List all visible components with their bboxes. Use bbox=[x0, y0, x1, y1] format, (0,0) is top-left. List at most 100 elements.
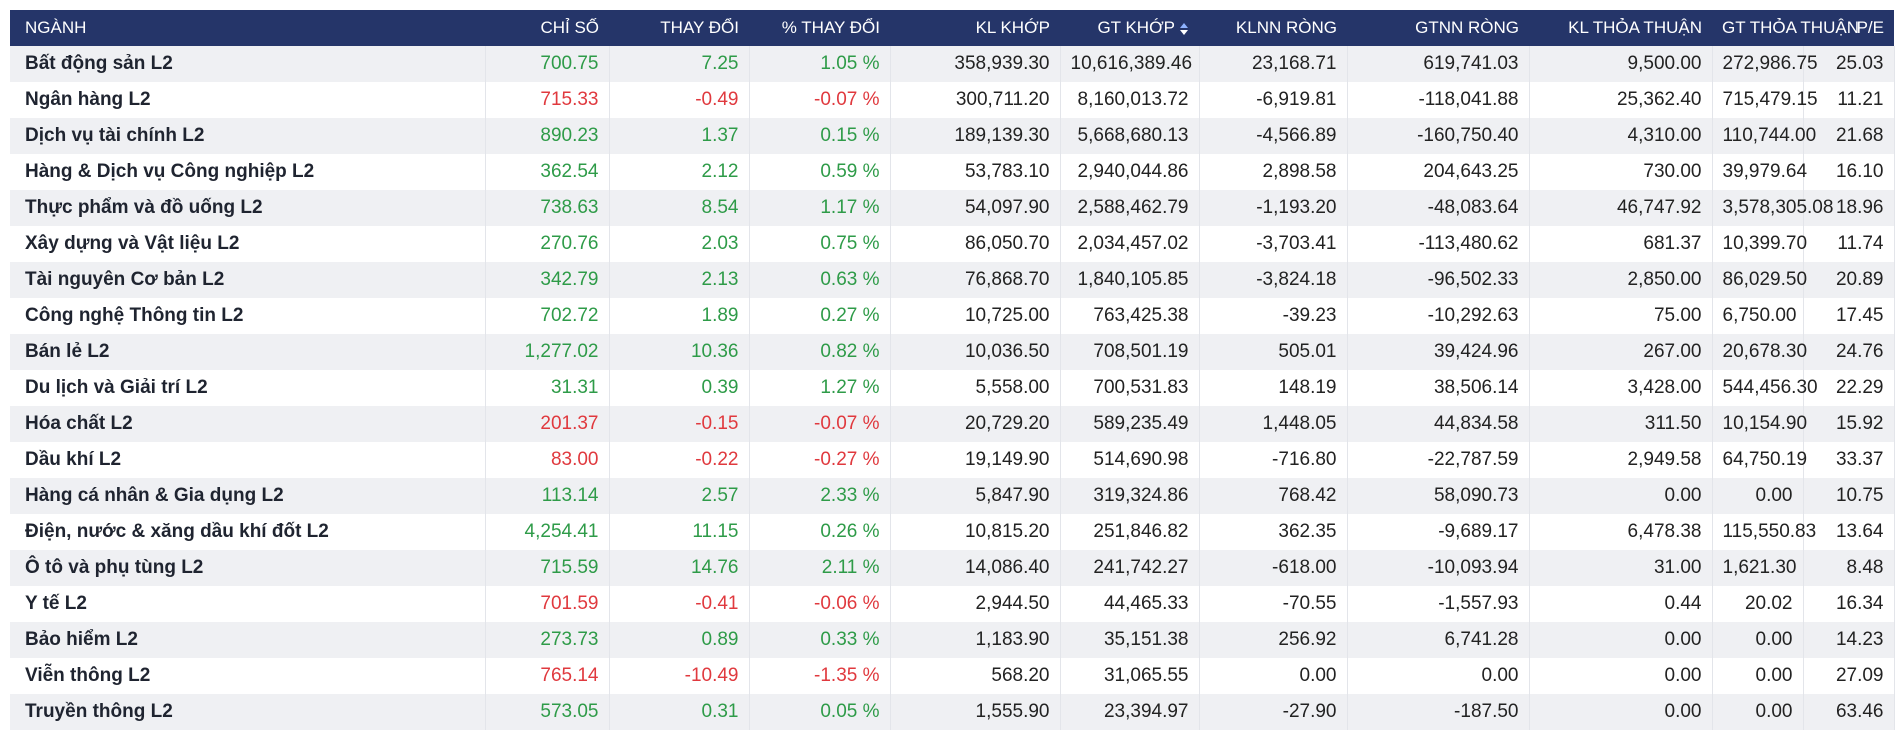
cell: 708,501.19 bbox=[1060, 334, 1200, 370]
sector-row[interactable]: Công nghệ Thông tin L2 702.72 1.89 0.27 % 10… bbox=[10, 298, 1895, 334]
column-header[interactable]: KL THỎA THUẬN bbox=[1529, 10, 1712, 46]
cell: 619,741.03 bbox=[1347, 46, 1530, 82]
cell: 54,097.90 bbox=[890, 190, 1061, 226]
cell: 11.74 bbox=[1803, 226, 1895, 262]
cell: 110,744.00 bbox=[1712, 118, 1816, 154]
sector-row[interactable]: Hóa chất L2 201.37 -0.15 -0.07 % 20,729.20 58… bbox=[10, 406, 1895, 442]
cell: 273.73 bbox=[485, 622, 610, 658]
sector-row[interactable]: Bán lẻ L2 1,277.02 10.36 0.82 % 10,036.50 708… bbox=[10, 334, 1895, 370]
sector-name: Y tế L2 bbox=[10, 586, 486, 622]
cell: 20.89 bbox=[1803, 262, 1895, 298]
cell: 505.01 bbox=[1199, 334, 1348, 370]
cell: 4,254.41 bbox=[485, 514, 610, 550]
cell: 2,940,044.86 bbox=[1060, 154, 1200, 190]
sector-row[interactable]: Ngân hàng L2 715.33 -0.49 -0.07 % 300,711.20… bbox=[10, 82, 1895, 118]
cell: 251,846.82 bbox=[1060, 514, 1200, 550]
column-header-text: NGÀNH bbox=[25, 18, 87, 37]
cell: -0.07 % bbox=[749, 406, 891, 442]
sector-name: Viễn thông L2 bbox=[10, 658, 486, 694]
cell: 0.26 % bbox=[749, 514, 891, 550]
column-header[interactable]: GT THỎA THUẬN bbox=[1712, 10, 1859, 46]
cell: 0.00 bbox=[1347, 658, 1530, 694]
cell: 8,160,013.72 bbox=[1060, 82, 1200, 118]
sector-row[interactable]: Hàng & Dịch vụ Công nghiệp L2 362.54 2.12 0… bbox=[10, 154, 1895, 190]
cell: 5,558.00 bbox=[890, 370, 1061, 406]
cell: 2.03 bbox=[609, 226, 750, 262]
cell: 10,036.50 bbox=[890, 334, 1061, 370]
cell: 7.25 bbox=[609, 46, 750, 82]
cell: 0.59 % bbox=[749, 154, 891, 190]
cell: 189,139.30 bbox=[890, 118, 1061, 154]
sector-row[interactable]: Du lịch và Giải trí L2 31.31 0.39 1.27 % 5,5… bbox=[10, 370, 1895, 406]
cell: 0.89 bbox=[609, 622, 750, 658]
cell: 53,783.10 bbox=[890, 154, 1061, 190]
cell: 2,850.00 bbox=[1529, 262, 1713, 298]
sector-row[interactable]: Xây dựng và Vật liệu L2 270.76 2.03 0.75 % 8… bbox=[10, 226, 1895, 262]
cell: 0.27 % bbox=[749, 298, 891, 334]
sector-name: Công nghệ Thông tin L2 bbox=[10, 298, 486, 334]
sector-row[interactable]: Viễn thông L2 765.14 -10.49 -1.35 % 568.20 31… bbox=[10, 658, 1895, 694]
sector-row[interactable]: Ô tô và phụ tùng L2 715.59 14.76 2.11 % 14,0… bbox=[10, 550, 1895, 586]
cell: 1.05 % bbox=[749, 46, 891, 82]
cell: 702.72 bbox=[485, 298, 610, 334]
sector-row[interactable]: Dầu khí L2 83.00 -0.22 -0.27 % 19,149.90 514,… bbox=[10, 442, 1895, 478]
cell: 0.82 % bbox=[749, 334, 891, 370]
sector-row[interactable]: Điện, nước & xăng dầu khí đốt L2 4,254.41… bbox=[10, 514, 1895, 550]
sector-name: Dịch vụ tài chính L2 bbox=[10, 118, 486, 154]
cell: 311.50 bbox=[1529, 406, 1713, 442]
cell: -10,292.63 bbox=[1347, 298, 1530, 334]
column-header[interactable]: THAY ĐỔI bbox=[609, 10, 749, 46]
column-header[interactable]: NGÀNH bbox=[10, 10, 485, 46]
cell: 23,168.71 bbox=[1199, 46, 1348, 82]
cell: -39.23 bbox=[1199, 298, 1348, 334]
column-header[interactable]: P/E bbox=[1803, 10, 1894, 46]
sector-row[interactable]: Tài nguyên Cơ bản L2 342.79 2.13 0.63 % 76,8… bbox=[10, 262, 1895, 298]
sector-row[interactable]: Bất động sản L2 700.75 7.25 1.05 % 358,939.3… bbox=[10, 46, 1895, 82]
cell: 544,456.30 bbox=[1712, 370, 1818, 406]
cell: 63.46 bbox=[1803, 694, 1895, 730]
cell: -22,787.59 bbox=[1347, 442, 1530, 478]
cell: -96,502.33 bbox=[1347, 262, 1530, 298]
sector-name: Xây dựng và Vật liệu L2 bbox=[10, 226, 486, 262]
column-header[interactable]: KL KHỚP bbox=[890, 10, 1060, 46]
cell: 10,616,389.46 bbox=[1060, 46, 1200, 82]
table-body: Bất động sản L2 700.75 7.25 1.05 % 358,939.3… bbox=[10, 46, 1895, 730]
cell: 5,847.90 bbox=[890, 478, 1061, 514]
column-header[interactable]: CHỈ SỐ bbox=[485, 10, 609, 46]
sector-row[interactable]: Thực phẩm và đồ uống L2 738.63 8.54 1.17 % 5… bbox=[10, 190, 1895, 226]
sector-row[interactable]: Dịch vụ tài chính L2 890.23 1.37 0.15 % 189,… bbox=[10, 118, 1895, 154]
sector-row[interactable]: Truyền thông L2 573.05 0.31 0.05 % 1,555.90 2… bbox=[10, 694, 1895, 730]
cell: -618.00 bbox=[1199, 550, 1348, 586]
cell: 2.12 bbox=[609, 154, 750, 190]
cell: 0.39 bbox=[609, 370, 750, 406]
sector-row[interactable]: Bảo hiểm L2 273.73 0.89 0.33 % 1,183.90 35,15… bbox=[10, 622, 1895, 658]
cell: 768.42 bbox=[1199, 478, 1348, 514]
cell: -187.50 bbox=[1347, 694, 1530, 730]
cell: 2.11 % bbox=[749, 550, 891, 586]
cell: 18.96 bbox=[1803, 190, 1895, 226]
cell: 4,310.00 bbox=[1529, 118, 1713, 154]
cell: 2,898.58 bbox=[1199, 154, 1348, 190]
cell: 362.54 bbox=[485, 154, 610, 190]
cell: 10,725.00 bbox=[890, 298, 1061, 334]
column-header-text: KL KHỚP bbox=[975, 18, 1050, 37]
column-header[interactable]: GTNN RÒNG bbox=[1347, 10, 1529, 46]
cell: 300,711.20 bbox=[890, 82, 1061, 118]
column-header[interactable]: % THAY ĐỔI bbox=[749, 10, 890, 46]
column-header-text: % THAY ĐỔI bbox=[781, 18, 880, 37]
sector-row[interactable]: Hàng cá nhân & Gia dụng L2 113.14 2.57 2.33… bbox=[10, 478, 1895, 514]
cell: 17.45 bbox=[1803, 298, 1895, 334]
sort-icon[interactable] bbox=[1179, 22, 1189, 36]
cell: 270.76 bbox=[485, 226, 610, 262]
cell: 514,690.98 bbox=[1060, 442, 1200, 478]
cell: 0.75 % bbox=[749, 226, 891, 262]
cell: 256.92 bbox=[1199, 622, 1348, 658]
cell: 46,747.92 bbox=[1529, 190, 1713, 226]
sector-row[interactable]: Y tế L2 701.59 -0.41 -0.06 % 2,944.50 44,465.… bbox=[10, 586, 1895, 622]
cell: 0.31 bbox=[609, 694, 750, 730]
cell: 0.00 bbox=[1199, 658, 1348, 694]
column-header[interactable]: GT KHỚP bbox=[1060, 10, 1199, 46]
cell: 0.44 bbox=[1529, 586, 1713, 622]
column-header[interactable]: KLNN RÒNG bbox=[1199, 10, 1347, 46]
cell: 730.00 bbox=[1529, 154, 1713, 190]
